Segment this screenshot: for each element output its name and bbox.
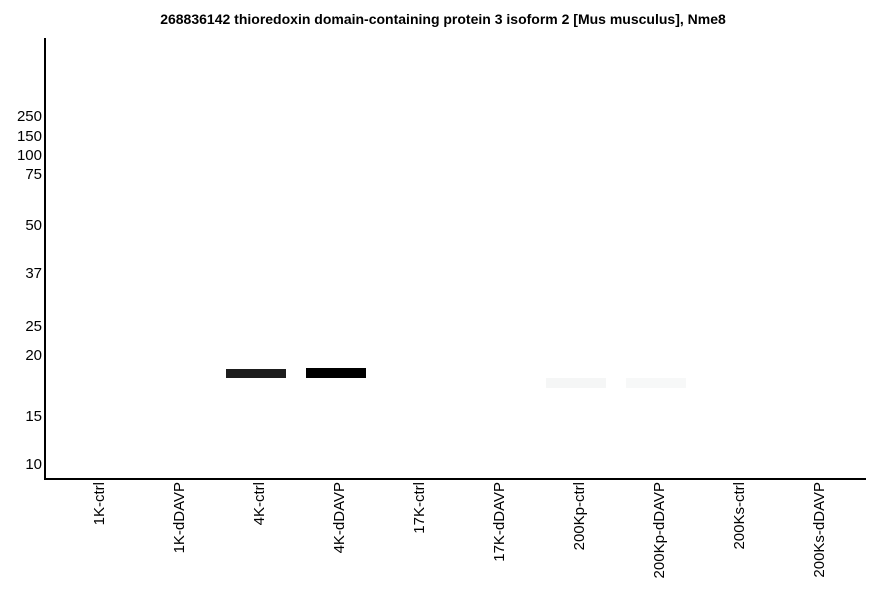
blot-band (226, 369, 286, 378)
lane-label: 4K-ctrl (251, 482, 268, 526)
mw-marker-label: 10 (25, 456, 42, 473)
mw-marker-label: 20 (25, 347, 42, 364)
blot-band (306, 368, 366, 378)
y-axis-line (44, 38, 46, 480)
lane-label: 200Ks-ctrl (731, 482, 748, 550)
lane-label: 17K-ctrl (411, 482, 428, 534)
lane-label: 200Kp-ctrl (571, 482, 588, 551)
lane-label: 4K-dDAVP (331, 482, 348, 554)
blot-band (626, 378, 686, 388)
mw-marker-label: 25 (25, 318, 42, 335)
lane-label: 1K-dDAVP (171, 482, 188, 554)
mw-marker-label: 37 (25, 265, 42, 282)
lane-label: 200Kp-dDAVP (651, 482, 668, 579)
lane-label: 17K-dDAVP (491, 482, 508, 562)
mw-marker-label: 150 (16, 128, 42, 145)
lane-label: 200Ks-dDAVP (811, 482, 828, 578)
mw-marker-label: 250 (16, 108, 42, 125)
lane-label: 1K-ctrl (91, 482, 108, 526)
x-axis-line (44, 478, 866, 480)
chart-title: 268836142 thioredoxin domain-containing … (160, 11, 726, 27)
blot-band (546, 378, 606, 388)
mw-marker-label: 15 (25, 408, 42, 425)
mw-marker-label: 75 (25, 166, 42, 183)
mw-marker-label: 50 (25, 217, 42, 234)
mw-marker-label: 100 (16, 147, 42, 164)
